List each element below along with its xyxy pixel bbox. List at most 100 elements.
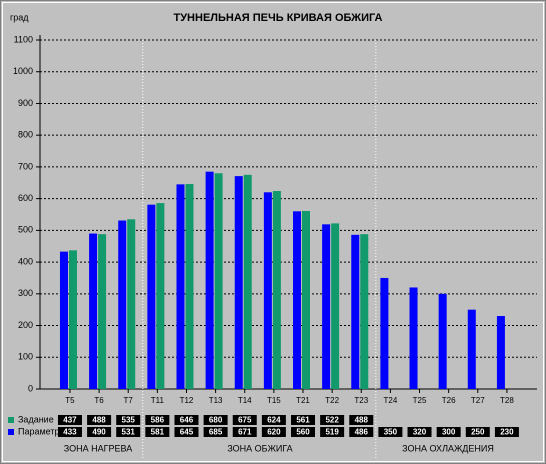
value-label: 561 — [296, 416, 310, 425]
value-label: 490 — [92, 428, 106, 437]
value-box — [232, 415, 257, 425]
bar — [293, 211, 302, 389]
value-label: 433 — [63, 428, 77, 437]
y-tick-label: 1100 — [14, 34, 33, 44]
y-tick-label: 400 — [18, 256, 33, 266]
value-label: 624 — [267, 416, 281, 425]
x-tick-label: T6 — [94, 396, 104, 405]
y-tick-label: 100 — [18, 352, 33, 362]
value-box — [116, 427, 141, 437]
x-tick-label: T28 — [500, 396, 514, 405]
value-box — [145, 415, 170, 425]
x-tick-label: T23 — [354, 396, 368, 405]
value-label: 560 — [296, 428, 310, 437]
value-box — [87, 427, 112, 437]
value-box — [465, 427, 490, 437]
value-label: 685 — [209, 428, 223, 437]
zone-label: ЗОНА ОБЖИГА — [227, 443, 292, 453]
bar — [156, 203, 165, 389]
x-tick-label: T24 — [383, 396, 397, 405]
x-tick-label: T14 — [238, 396, 252, 405]
value-label: 350 — [384, 428, 398, 437]
y-tick-label: 300 — [18, 288, 33, 298]
value-box — [291, 415, 316, 425]
value-box — [57, 415, 82, 425]
value-box — [57, 427, 82, 437]
bar — [147, 204, 156, 389]
value-box — [203, 427, 228, 437]
legend-swatch — [8, 417, 14, 423]
bar — [243, 174, 252, 389]
bar — [176, 184, 185, 389]
value-box — [407, 427, 432, 437]
x-tick-label: T22 — [325, 396, 339, 405]
bar — [68, 250, 77, 389]
value-label: 671 — [238, 428, 252, 437]
legend-swatch — [8, 429, 14, 435]
bar — [331, 223, 340, 389]
zone-label: ЗОНА ОХЛАЖДЕНИЯ — [402, 443, 494, 453]
x-tick-label: T21 — [296, 396, 310, 405]
y-tick-label: 0 — [28, 383, 33, 393]
x-tick-label: T13 — [209, 396, 223, 405]
value-label: 250 — [471, 428, 485, 437]
x-tick-label: T5 — [65, 396, 75, 405]
value-box — [378, 427, 403, 437]
value-box — [436, 427, 461, 437]
bar — [59, 251, 68, 389]
value-label: 531 — [122, 428, 136, 437]
value-label: 300 — [442, 428, 456, 437]
bar — [380, 277, 389, 389]
y-tick-label: 200 — [18, 320, 33, 330]
bar — [98, 234, 107, 389]
value-label: 437 — [63, 416, 77, 425]
y-tick-label: 500 — [18, 225, 33, 235]
y-tick-label: 600 — [18, 193, 33, 203]
value-box — [203, 415, 228, 425]
legend-label: Параметр — [18, 426, 60, 436]
bar — [205, 171, 214, 389]
y-tick-label: 1000 — [13, 66, 33, 76]
value-box — [116, 415, 141, 425]
x-tick-label: T27 — [471, 396, 485, 405]
bar — [272, 191, 281, 389]
value-box — [145, 427, 170, 437]
bar — [118, 220, 127, 389]
value-box — [174, 415, 199, 425]
value-box — [232, 427, 257, 437]
value-label: 230 — [500, 428, 514, 437]
value-label: 535 — [122, 416, 136, 425]
x-tick-label: T11 — [151, 396, 165, 405]
zone-label: ЗОНА НАГРЕВА — [64, 443, 132, 453]
value-box — [320, 427, 345, 437]
value-label: 646 — [180, 416, 194, 425]
value-box — [494, 427, 519, 437]
bar — [234, 176, 243, 389]
bar — [214, 173, 223, 389]
y-tick-label: 800 — [18, 130, 33, 140]
value-box — [174, 427, 199, 437]
bar — [351, 234, 360, 389]
value-label: 519 — [325, 428, 339, 437]
value-label: 620 — [267, 428, 281, 437]
x-tick-label: T12 — [180, 396, 194, 405]
value-box — [291, 427, 316, 437]
y-tick-label: 900 — [18, 98, 33, 108]
bar — [185, 184, 194, 389]
x-tick-label: T26 — [442, 396, 456, 405]
value-box — [261, 415, 286, 425]
bar — [302, 211, 311, 389]
y-axis-label: град — [10, 12, 29, 22]
y-tick-label: 700 — [18, 161, 33, 171]
bar — [438, 293, 447, 389]
legend-label: Задание — [18, 414, 54, 424]
bar — [467, 309, 476, 389]
bar — [496, 316, 505, 389]
value-label: 522 — [325, 416, 339, 425]
value-box — [261, 427, 286, 437]
value-label: 586 — [151, 416, 165, 425]
value-box — [87, 415, 112, 425]
bar — [89, 233, 98, 389]
